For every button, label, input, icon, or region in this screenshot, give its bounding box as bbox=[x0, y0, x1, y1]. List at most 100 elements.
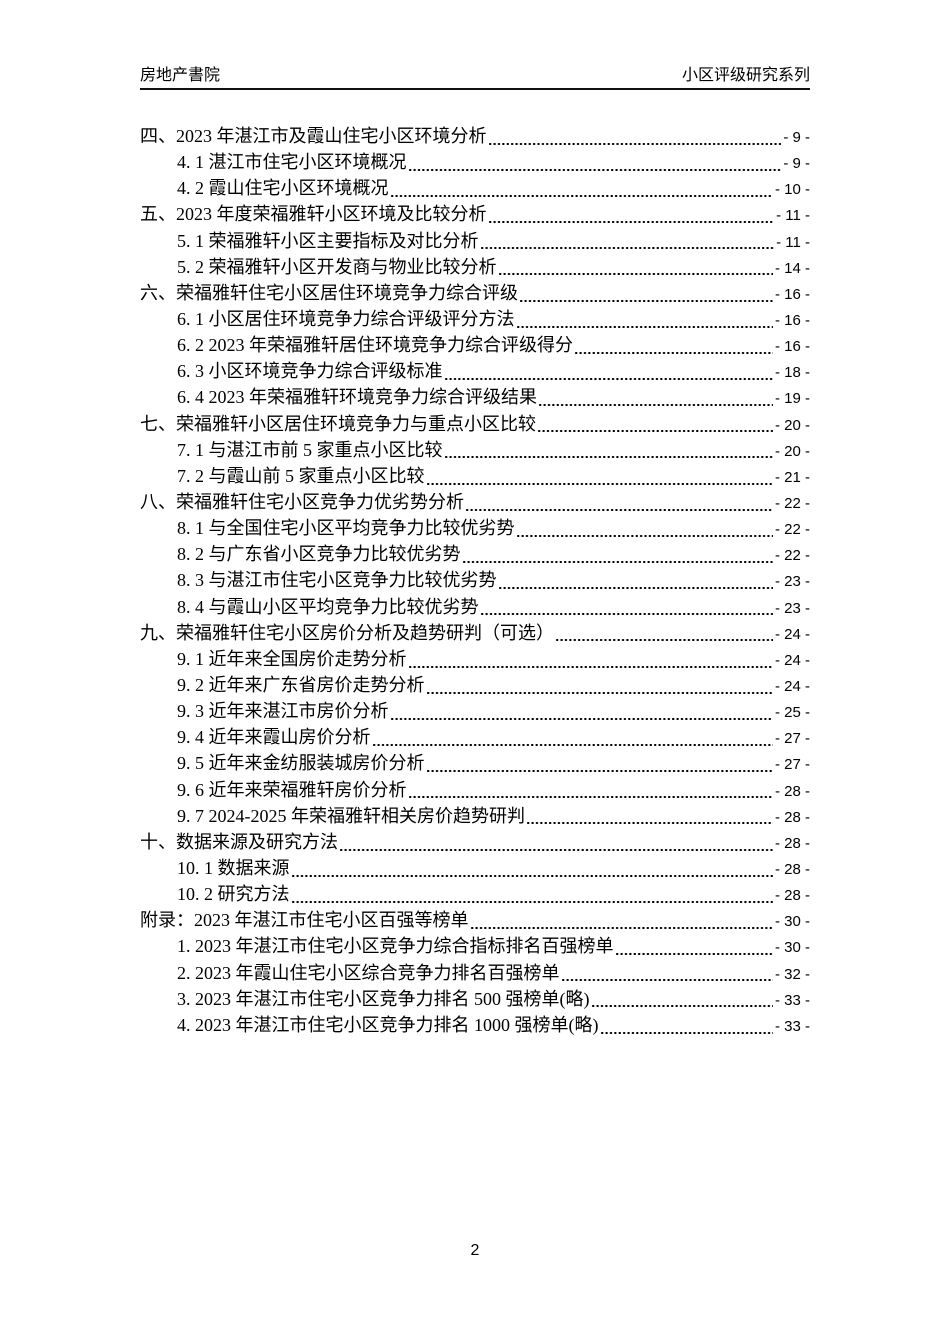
toc-entry[interactable]: 6. 3 小区环境竞争力综合评级标准 - 18 - bbox=[140, 359, 810, 386]
toc-entry[interactable]: 10. 1 数据来源 - 28 - bbox=[140, 855, 810, 883]
toc-entry[interactable]: 4. 2023 年湛江市住宅小区竞争力排名 1000 强榜单(略) - 33 - bbox=[140, 1012, 810, 1039]
toc-dot-leader bbox=[389, 699, 773, 726]
toc-dot-leader bbox=[599, 1012, 773, 1039]
toc-entry[interactable]: 8. 4 与霞山小区平均竞争力比较优劣势 - 23 - bbox=[140, 594, 810, 621]
toc-dot-leader bbox=[425, 672, 773, 700]
toc-entry[interactable]: 8. 3 与湛江市住宅小区竞争力比较优劣势 - 23 - bbox=[140, 568, 810, 595]
toc-entry-page: - 24 - bbox=[774, 651, 810, 669]
toc-entry-title: 4. 2023 年湛江市住宅小区竞争力排名 1000 强榜单(略) bbox=[177, 1014, 599, 1035]
toc-entry[interactable]: 5. 1 荣福雅轩小区主要指标及对比分析 - 11 - bbox=[140, 228, 810, 255]
toc-entry-page: - 14 - bbox=[774, 259, 810, 277]
toc-entry-page: - 28 - bbox=[774, 834, 810, 852]
toc-entry-title: 附录：2023 年湛江市住宅小区百强等榜单 bbox=[140, 910, 469, 931]
toc-entry-page: - 10 - bbox=[774, 181, 810, 199]
toc-dot-leader bbox=[526, 803, 773, 830]
toc-dot-leader bbox=[443, 359, 773, 386]
toc-entry[interactable]: 7. 1 与湛江市前 5 家重点小区比较 - 20 - bbox=[140, 437, 810, 464]
toc-entry-title: 6. 2 2023 年荣福雅轩居住环境竞争力综合评级得分 bbox=[177, 335, 573, 356]
toc-dot-leader bbox=[465, 489, 773, 517]
toc-entry[interactable]: 4. 1 湛江市住宅小区环境概况 - 9 - bbox=[140, 150, 810, 177]
toc-entry[interactable]: 九、荣福雅轩住宅小区房价分析及趋势研判（可选） - 24 - bbox=[140, 620, 810, 647]
toc-entry-title: 十、数据来源及研究方法 bbox=[140, 831, 338, 852]
toc-entry[interactable]: 9. 5 近年来金纺服装城房价分析 - 27 - bbox=[140, 751, 810, 778]
toc-entry[interactable]: 9. 7 2024-2025 年荣福雅轩相关房价趋势研判 - 28 - bbox=[140, 803, 810, 830]
toc-dot-leader bbox=[371, 725, 773, 752]
toc-entry[interactable]: 6. 2 2023 年荣福雅轩居住环境竞争力综合评级得分 - 16 - bbox=[140, 333, 810, 360]
toc-dot-leader bbox=[339, 829, 773, 856]
toc-entry-page: - 23 - bbox=[774, 573, 810, 591]
toc-entry-title: 8. 4 与霞山小区平均竞争力比较优劣势 bbox=[177, 596, 479, 617]
toc-dot-leader bbox=[487, 202, 775, 229]
toc-dot-leader bbox=[425, 751, 773, 778]
toc-entry-page: - 20 - bbox=[774, 442, 810, 460]
toc-entry[interactable]: 5. 2 荣福雅轩小区开发商与物业比较分析 - 14 - bbox=[140, 254, 810, 281]
toc-entry-title: 7. 2 与霞山前 5 家重点小区比较 bbox=[177, 465, 425, 486]
toc-entry[interactable]: 4. 2 霞山住宅小区环境概况 - 10 - bbox=[140, 176, 810, 203]
toc-entry[interactable]: 10. 2 研究方法 - 28 - bbox=[140, 882, 810, 909]
toc-entry-page: - 9 - bbox=[783, 155, 810, 173]
toc-dot-leader bbox=[487, 124, 782, 151]
toc-entry[interactable]: 7. 2 与霞山前 5 家重点小区比较 - 21 - bbox=[140, 463, 810, 490]
toc-entry-title: 八、荣福雅轩住宅小区竞争力优劣势分析 bbox=[140, 491, 464, 512]
running-header: 房地产書院 小区评级研究系列 bbox=[140, 66, 810, 90]
toc-dot-leader bbox=[443, 437, 773, 464]
toc-entry[interactable]: 9. 3 近年来湛江市房价分析 - 25 - bbox=[140, 699, 810, 726]
toc-dot-leader bbox=[407, 777, 773, 804]
toc-entry-title: 9. 2 近年来广东省房价走势分析 bbox=[177, 674, 425, 695]
toc-entry[interactable]: 9. 2 近年来广东省房价走势分析 - 24 - bbox=[140, 672, 810, 700]
toc-entry-title: 七、荣福雅轩小区居住环境竞争力与重点小区比较 bbox=[140, 413, 536, 434]
toc-entry[interactable]: 1. 2023 年湛江市住宅小区竞争力综合指标排名百强榜单 - 30 - bbox=[140, 934, 810, 961]
toc-entry-page: - 9 - bbox=[783, 129, 810, 146]
toc-entry[interactable]: 四、2023 年湛江市及霞山住宅小区环境分析 - 9 - bbox=[140, 124, 810, 151]
header-left-label: 房地产書院 bbox=[140, 67, 221, 84]
toc-entry-title: 9. 5 近年来金纺服装城房价分析 bbox=[177, 753, 425, 774]
toc-entry[interactable]: 十、数据来源及研究方法 - 28 - bbox=[140, 829, 810, 856]
toc-entry[interactable]: 8. 2 与广东省小区竞争力比较优劣势 - 22 - bbox=[140, 542, 810, 569]
toc-entry[interactable]: 五、2023 年度荣福雅轩小区环境及比较分析 - 11 - bbox=[140, 202, 810, 229]
toc-entry-title: 3. 2023 年湛江市住宅小区竞争力排名 500 强榜单(略) bbox=[177, 988, 590, 1009]
toc-dot-leader bbox=[590, 986, 773, 1013]
toc-entry[interactable]: 8. 1 与全国住宅小区平均竞争力比较优劣势 - 22 - bbox=[140, 516, 810, 543]
toc-entry-title: 5. 1 荣福雅轩小区主要指标及对比分析 bbox=[177, 230, 479, 251]
toc-dot-leader bbox=[290, 855, 773, 883]
toc-entry[interactable]: 6. 4 2023 年荣福雅轩环境竞争力综合评级结果 - 19 - bbox=[140, 385, 810, 412]
toc-entry-page: - 22 - bbox=[774, 494, 810, 512]
toc-dot-leader bbox=[614, 934, 773, 961]
toc-entry-page: - 28 - bbox=[774, 808, 810, 826]
toc-entry-title: 10. 1 数据来源 bbox=[177, 857, 290, 878]
toc-entry-page: - 28 - bbox=[774, 782, 810, 800]
toc-dot-leader bbox=[538, 385, 773, 412]
toc-entry-page: - 24 - bbox=[774, 677, 810, 695]
toc-dot-leader bbox=[469, 908, 773, 935]
toc-dot-leader bbox=[479, 228, 775, 255]
header-right-label: 小区评级研究系列 bbox=[681, 67, 810, 84]
table-of-contents: 四、2023 年湛江市及霞山住宅小区环境分析 - 9 -4. 1 湛江市住宅小区环… bbox=[140, 124, 810, 1039]
toc-dot-leader bbox=[479, 594, 773, 621]
toc-entry-title: 九、荣福雅轩住宅小区房价分析及趋势研判（可选） bbox=[140, 622, 554, 643]
toc-entry[interactable]: 9. 4 近年来霞山房价分析 - 27 - bbox=[140, 725, 810, 752]
toc-entry-page: - 30 - bbox=[774, 913, 810, 931]
toc-entry[interactable]: 3. 2023 年湛江市住宅小区竞争力排名 500 强榜单(略) - 33 - bbox=[140, 986, 810, 1013]
toc-entry-title: 9. 3 近年来湛江市房价分析 bbox=[177, 701, 389, 722]
toc-dot-leader bbox=[515, 516, 773, 543]
toc-entry-title: 四、2023 年湛江市及霞山住宅小区环境分析 bbox=[140, 126, 487, 146]
toc-entry-title: 8. 2 与广东省小区竞争力比较优劣势 bbox=[177, 544, 461, 565]
toc-entry[interactable]: 6. 1 小区居住环境竞争力综合评级评分方法 - 16 - bbox=[140, 306, 810, 334]
toc-entry-page: - 11 - bbox=[776, 233, 810, 251]
toc-entry-title: 8. 3 与湛江市住宅小区竞争力比较优劣势 bbox=[177, 570, 497, 591]
toc-entry[interactable]: 六、荣福雅轩住宅小区居住环境竞争力综合评级 - 16 - bbox=[140, 280, 810, 307]
toc-dot-leader bbox=[290, 882, 773, 909]
toc-entry[interactable]: 2. 2023 年霞山住宅小区综合竞争力排名百强榜单 - 32 - bbox=[140, 960, 810, 987]
toc-entry[interactable]: 9. 6 近年来荣福雅轩房价分析 - 28 - bbox=[140, 777, 810, 804]
toc-entry[interactable]: 9. 1 近年来全国房价走势分析 - 24 - bbox=[140, 646, 810, 673]
toc-entry[interactable]: 八、荣福雅轩住宅小区竞争力优劣势分析 - 22 - bbox=[140, 489, 810, 517]
toc-entry-title: 5. 2 荣福雅轩小区开发商与物业比较分析 bbox=[177, 256, 497, 277]
toc-entry-page: - 19 - bbox=[774, 390, 810, 408]
toc-entry[interactable]: 附录：2023 年湛江市住宅小区百强等榜单 - 30 - bbox=[140, 908, 810, 935]
toc-entry-title: 7. 1 与湛江市前 5 家重点小区比较 bbox=[177, 439, 443, 460]
toc-entry-page: - 20 - bbox=[774, 416, 810, 434]
toc-entry[interactable]: 七、荣福雅轩小区居住环境竞争力与重点小区比较 - 20 - bbox=[140, 411, 810, 438]
toc-dot-leader bbox=[560, 960, 773, 987]
toc-dot-leader bbox=[497, 568, 773, 595]
toc-entry-page: - 23 - bbox=[774, 599, 810, 617]
